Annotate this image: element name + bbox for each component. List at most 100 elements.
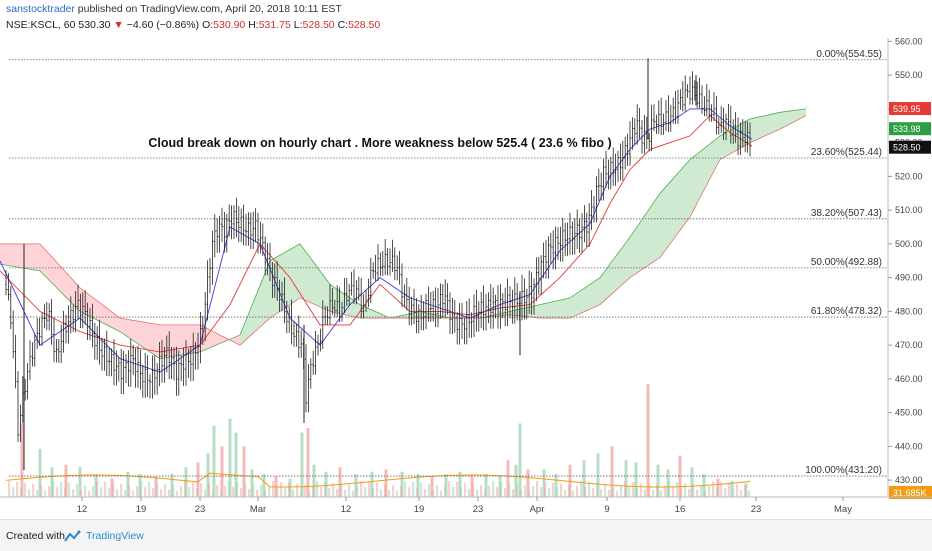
- volume-bar: [234, 432, 238, 497]
- volume-bar: [554, 474, 558, 497]
- volume-bar: [220, 446, 224, 497]
- tradingview-link[interactable]: TradingView: [86, 530, 144, 542]
- price-chart[interactable]: 0.00%(554.55) 23.60%(525.44) 38.20%(507.43…: [0, 0, 932, 519]
- volume-bar: [596, 483, 599, 497]
- cloud-segment: [600, 237, 630, 305]
- volume-bar: [400, 486, 403, 497]
- volume-bar: [338, 467, 342, 497]
- price-axis[interactable]: 560.00550.00540.00530.00520.00510.00500.…: [887, 36, 932, 499]
- volume-bar: [84, 485, 87, 497]
- volume-bar: [124, 490, 127, 497]
- time-axis[interactable]: 12 19 23 Mar 12 19 23 Apr 9 16 23 May: [0, 496, 932, 515]
- volume-bar: [600, 489, 603, 497]
- volume-bar: [132, 491, 135, 497]
- volume-bar: [556, 489, 559, 497]
- volume-bar: [564, 490, 567, 497]
- senkou-span-b-line: [0, 115, 807, 346]
- volume-bar: [612, 485, 615, 497]
- volume-bar: [320, 487, 323, 497]
- low-label: L:: [293, 19, 303, 31]
- chart-annotation: Cloud break down on hourly chart . More …: [148, 136, 611, 150]
- volume-bar: [72, 489, 75, 497]
- volume-bar: [20, 488, 23, 497]
- volume-bar: [224, 486, 227, 497]
- volume-bar: [108, 488, 111, 497]
- volume-bar: [208, 484, 211, 497]
- volume-bar: [652, 490, 655, 497]
- volume-bar: [304, 485, 307, 497]
- volume-bar: [460, 488, 463, 497]
- cloud-segment: [630, 193, 660, 278]
- tradingview-logo-icon[interactable]: [64, 529, 82, 547]
- volume-bar: [588, 482, 591, 497]
- y-tick-label: 460.00: [895, 374, 923, 384]
- price-change: −4.60 (−0.86%): [126, 19, 200, 31]
- volume-bar: [204, 489, 207, 497]
- volume-bar: [256, 490, 259, 497]
- volume-bar: [432, 490, 435, 497]
- volume-bar: [354, 474, 358, 497]
- volume-bar: [616, 491, 619, 497]
- volume-bar: [520, 490, 523, 497]
- volume-bar: [428, 484, 431, 497]
- volume-bar: [20, 423, 24, 497]
- x-tick-label: 19: [136, 504, 147, 515]
- volume-bar: [232, 487, 235, 497]
- volume-bar: [716, 487, 719, 497]
- volume-bar: [624, 481, 627, 497]
- volume-bar: [416, 488, 419, 497]
- volume-bar: [724, 488, 727, 497]
- volume-bar: [116, 489, 119, 497]
- cloud-segment: [0, 243, 40, 271]
- volume-bar: [484, 491, 487, 497]
- volume-tag: [889, 486, 932, 499]
- volume-bar: [36, 490, 39, 497]
- volume-bar: [680, 488, 683, 497]
- cloud-segment: [660, 159, 690, 258]
- x-tick-label: 16: [675, 504, 686, 515]
- volume-bar: [272, 481, 275, 497]
- volume-bar: [624, 460, 628, 497]
- volume-bar: [464, 483, 467, 497]
- volume-bar: [120, 484, 123, 497]
- volume-bar: [212, 425, 216, 497]
- volume-bar: [32, 484, 35, 497]
- volume-bar: [540, 487, 543, 497]
- y-tick-label: 440.00: [895, 441, 923, 451]
- volume-bar: [496, 487, 499, 497]
- volume-bars: [5, 384, 751, 497]
- x-tick-label: Mar: [250, 504, 266, 515]
- volume-bar: [292, 489, 295, 497]
- created-with-text: Created with: [6, 530, 65, 542]
- x-tick-label: 23: [473, 504, 484, 515]
- volume-bar: [280, 482, 283, 497]
- x-tick-label: 12: [341, 504, 352, 515]
- volume-bar: [668, 481, 671, 497]
- y-tick-label: 430.00: [895, 475, 923, 485]
- volume-bar: [216, 485, 219, 497]
- volume-bar: [416, 474, 420, 497]
- volume-bar: [610, 446, 614, 497]
- down-arrow-icon: ▼: [113, 19, 124, 31]
- publish-line: sanstocktrader published on TradingView.…: [6, 3, 342, 15]
- volume-bar: [484, 474, 488, 497]
- fib-level-label: 50.00%(492.88): [811, 257, 882, 268]
- volume-bar: [560, 484, 563, 497]
- volume-bar: [536, 481, 539, 497]
- symbol-label: NSE:KSCL, 60: [6, 19, 76, 31]
- volume-bar: [480, 485, 483, 497]
- volume-bar: [56, 487, 59, 497]
- price-tag-label: 533.98: [893, 124, 921, 134]
- volume-bar: [148, 482, 151, 497]
- volume-bar: [396, 491, 399, 497]
- volume-bar: [684, 483, 687, 497]
- volume-bar: [692, 484, 695, 497]
- cloud-segment: [240, 260, 270, 346]
- author-link[interactable]: sanstocktrader: [6, 3, 75, 15]
- volume-bar: [444, 474, 448, 497]
- volume-bar: [384, 469, 388, 497]
- volume-bar: [300, 432, 304, 497]
- volume-bar: [64, 488, 67, 497]
- fib-level-label: 100.00%(431.20): [805, 465, 882, 476]
- volume-bar: [308, 491, 311, 497]
